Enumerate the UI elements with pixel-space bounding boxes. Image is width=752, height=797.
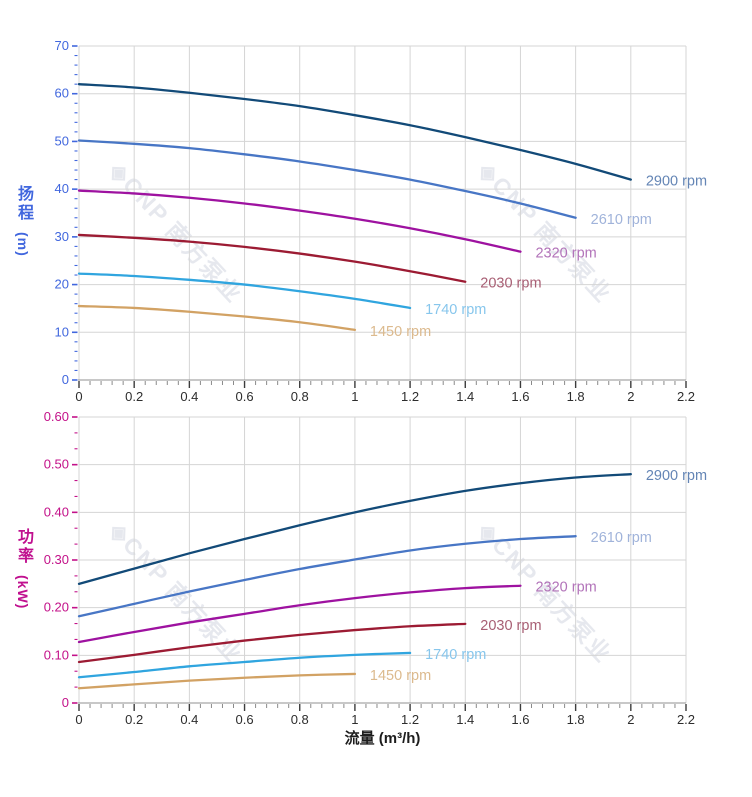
curve-2900-rpm	[77, 473, 632, 585]
x-tick-label: 0.4	[180, 712, 198, 727]
x-tick-label: 1.4	[456, 389, 474, 404]
series-label-1740-rpm: 1740 rpm	[425, 647, 486, 663]
flow-axis-title: 流量 (m³/h)	[344, 730, 421, 747]
y-tick-label: 0.50	[44, 457, 69, 472]
x-tick-label: 1.6	[511, 712, 529, 727]
head-vs-flow-plot: 0 0.2 0.4 0.6 0.8 1 1.2 1.4 1.6 1.8 2 2.2 0 10 20 30 40 5…	[55, 38, 708, 404]
x-tick-label: 1.8	[567, 712, 585, 727]
x-tick-label: 2.2	[677, 389, 695, 404]
series-label-2320-rpm: 2320 rpm	[535, 580, 596, 596]
curve-2030-rpm	[77, 622, 467, 664]
x-tick-label: 1.8	[567, 389, 585, 404]
x-tick-label: 1	[351, 389, 358, 404]
series-label-2030-rpm: 2030 rpm	[480, 618, 541, 634]
x-tick-label: 1.2	[401, 389, 419, 404]
x-tick-label: 2.2	[677, 712, 695, 727]
series-label-2610-rpm: 2610 rpm	[591, 530, 652, 546]
y-tick-label: 0.40	[44, 504, 69, 519]
series-label-2030-rpm: 2030 rpm	[480, 276, 541, 292]
series-label-2610-rpm: 2610 rpm	[591, 212, 652, 228]
curve-2610-rpm	[77, 139, 577, 219]
y-tick-label: 60	[55, 86, 69, 101]
x-tick-label: 0	[75, 389, 82, 404]
series-label-2320-rpm: 2320 rpm	[535, 246, 596, 262]
head-axis-title-text: 扬程	[15, 185, 32, 223]
head-axis-title: 扬程 (m)	[15, 185, 32, 257]
x-tick-label: 1.2	[401, 712, 419, 727]
series-label-2900-rpm: 2900 rpm	[646, 174, 707, 190]
y-tick-label: 10	[55, 324, 69, 339]
x-tick-label: 0.2	[125, 389, 143, 404]
y-tick-label: 0.60	[44, 409, 69, 424]
curve-2610-rpm	[77, 535, 577, 618]
y-tick-label: 0	[62, 372, 69, 387]
x-tick-label: 0.6	[236, 712, 254, 727]
y-tick-label: 0	[62, 695, 69, 710]
y-tick-label: 50	[55, 133, 69, 148]
x-tick-label: 0.8	[291, 389, 309, 404]
curve-1740-rpm	[77, 272, 412, 310]
x-tick-label: 0.8	[291, 712, 309, 727]
y-tick-label: 70	[55, 38, 69, 53]
curve-1450-rpm	[77, 672, 357, 690]
curve-1740-rpm	[77, 651, 412, 679]
series-label-2900-rpm: 2900 rpm	[646, 468, 707, 484]
y-tick-label: 40	[55, 181, 69, 196]
power-axis-title-text: 功率	[15, 528, 32, 566]
power-axis-unit: (kW)	[15, 575, 31, 610]
x-tick-label: 0	[75, 712, 82, 727]
power-axis-title: 功率 (kW)	[15, 528, 32, 610]
x-tick-label: 0.4	[180, 389, 198, 404]
y-tick-label: 0.30	[44, 552, 69, 567]
y-tick-label: 30	[55, 229, 69, 244]
x-tick-label: 2	[627, 712, 634, 727]
series-label-1740-rpm: 1740 rpm	[425, 302, 486, 318]
y-tick-label: 0.20	[44, 600, 69, 615]
curve-2030-rpm	[77, 233, 467, 283]
curve-2320-rpm	[77, 189, 522, 253]
head-axis-unit: (m)	[15, 232, 31, 257]
series-label-1450-rpm: 1450 rpm	[370, 668, 431, 684]
power-vs-flow-plot: 0 0.2 0.4 0.6 0.8 1 1.2 1.4 1.6 1.8 2 2.2 0 0.10 0.20 0…	[44, 409, 707, 727]
y-tick-label: 0.10	[44, 647, 69, 662]
curve-2900-rpm	[77, 83, 632, 181]
x-tick-label: 1	[351, 712, 358, 727]
x-tick-label: 1.6	[511, 389, 529, 404]
curve-2320-rpm	[77, 584, 522, 644]
x-tick-label: 0.2	[125, 712, 143, 727]
series-label-1450-rpm: 1450 rpm	[370, 324, 431, 340]
x-tick-label: 0.6	[236, 389, 254, 404]
y-tick-label: 20	[55, 277, 69, 292]
x-tick-label: 2	[627, 389, 634, 404]
curve-1450-rpm	[77, 304, 357, 332]
x-tick-label: 1.4	[456, 712, 474, 727]
